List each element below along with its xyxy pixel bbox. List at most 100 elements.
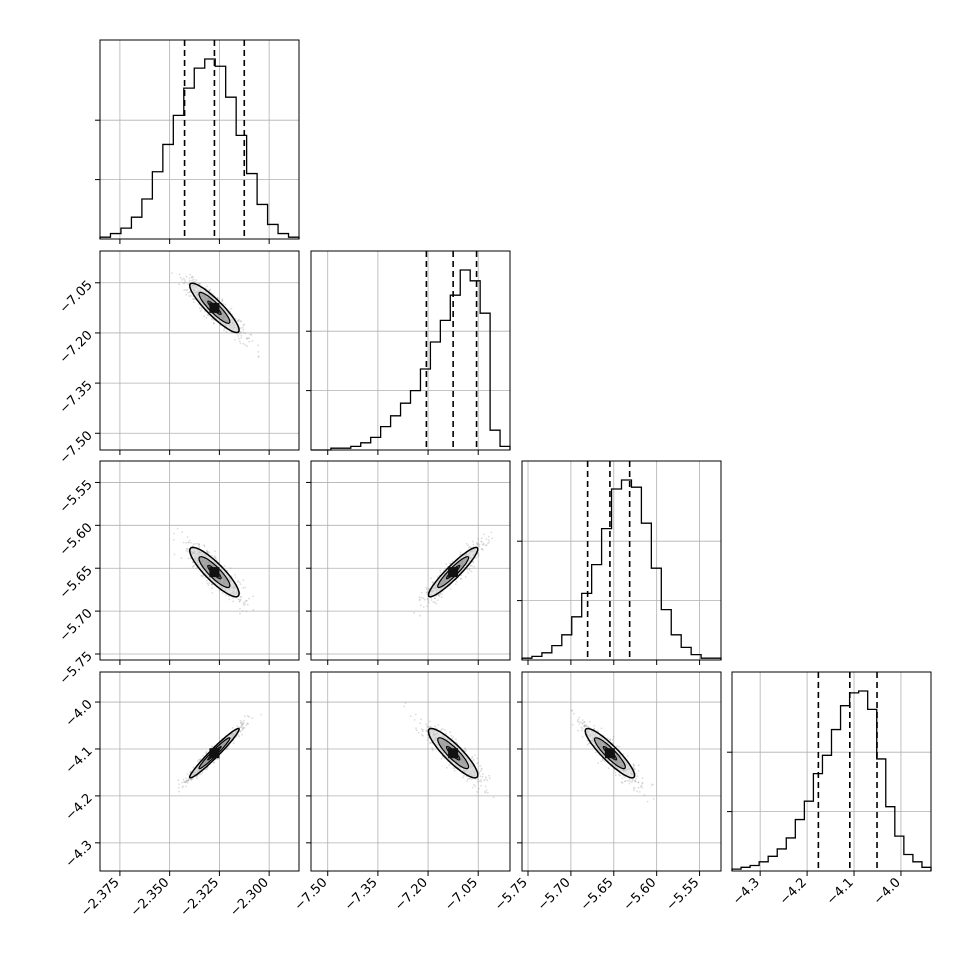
sample-point <box>652 798 655 800</box>
sample-point <box>192 766 195 769</box>
sample-point <box>473 783 475 786</box>
sample-point <box>242 602 245 605</box>
sample-point <box>479 775 482 778</box>
sample-point <box>487 535 490 538</box>
sample-point <box>178 783 180 786</box>
sample-point <box>635 777 637 780</box>
sample-point <box>188 541 190 544</box>
sample-point <box>571 723 574 726</box>
sample-point <box>468 567 471 570</box>
sample-point <box>241 723 244 725</box>
sample-point <box>487 542 489 545</box>
sample-point <box>185 781 187 783</box>
sample-point <box>600 760 602 763</box>
sample-point <box>437 594 440 596</box>
y-tick-label: −4.3 <box>63 838 96 871</box>
sample-point <box>637 781 640 784</box>
sample-point <box>409 715 412 718</box>
sample-point <box>480 537 483 539</box>
sample-point <box>225 330 228 333</box>
sample-point <box>417 731 420 734</box>
sample-point <box>635 772 637 775</box>
sample-point <box>242 326 244 329</box>
sample-point <box>210 318 213 321</box>
sample-point <box>403 705 406 708</box>
sample-point <box>593 725 596 727</box>
sample-point <box>473 566 475 568</box>
sample-point <box>176 527 179 530</box>
sample-point <box>428 720 431 723</box>
sample-point <box>216 297 219 299</box>
sample-point <box>469 564 472 567</box>
sample-point <box>189 771 192 774</box>
sample-point <box>209 288 212 291</box>
sample-point <box>470 757 473 760</box>
sample-point <box>204 768 207 771</box>
sample-point <box>467 778 469 780</box>
sample-point <box>234 576 237 579</box>
sample-point <box>183 282 186 285</box>
sample-point <box>181 786 184 789</box>
sample-point <box>481 543 484 546</box>
sample-point <box>491 537 493 540</box>
sample-point <box>413 611 415 614</box>
sample-point <box>241 728 244 731</box>
sample-point <box>619 774 622 777</box>
sample-point <box>242 723 245 725</box>
sample-point <box>652 783 654 786</box>
sample-point <box>238 581 241 584</box>
x-tick-label: −5.70 <box>535 875 574 914</box>
sample-point <box>252 608 255 611</box>
sample-point <box>240 721 242 724</box>
y-tick-label: −5.65 <box>57 563 96 602</box>
sample-point <box>580 721 583 724</box>
sample-point <box>448 763 451 766</box>
x-tick-label: −4.2 <box>777 875 810 908</box>
sample-point <box>185 293 188 296</box>
sample-point <box>241 733 244 736</box>
sample-point <box>187 550 189 553</box>
sample-point <box>426 593 429 595</box>
sample-point <box>178 790 180 793</box>
sample-point <box>240 596 243 598</box>
sample-point <box>467 571 469 574</box>
sample-point <box>186 779 189 782</box>
sample-point <box>581 723 584 725</box>
sample-point <box>439 571 442 574</box>
sample-point <box>238 735 241 738</box>
sample-point <box>478 543 481 546</box>
sample-point <box>195 279 198 281</box>
sample-point <box>426 605 429 607</box>
sample-point <box>471 564 473 567</box>
sample-point <box>429 742 431 744</box>
sample-point <box>244 715 246 718</box>
sample-point <box>232 600 235 603</box>
sample-point <box>185 777 187 779</box>
sample-point <box>204 576 207 579</box>
sample-point <box>638 791 641 793</box>
sample-point <box>226 569 229 572</box>
sample-point <box>634 780 637 783</box>
sample-point <box>627 779 629 782</box>
sample-point <box>577 729 579 732</box>
sample-point <box>192 278 195 281</box>
sample-point <box>201 575 204 578</box>
sample-point <box>621 781 624 784</box>
sample-point <box>239 596 242 598</box>
sample-point <box>242 331 245 334</box>
x-tick-label: −4.1 <box>824 875 857 908</box>
sample-point <box>581 736 584 738</box>
panel-2-2 <box>517 460 722 661</box>
sample-point <box>477 538 479 540</box>
sample-point <box>246 337 249 340</box>
sample-point <box>198 307 201 310</box>
sample-point <box>632 763 635 766</box>
panel-border <box>99 39 300 240</box>
density-peak <box>448 748 459 759</box>
sample-point <box>423 598 426 601</box>
panel-3-3 <box>727 671 932 872</box>
sample-point <box>221 592 224 594</box>
sample-point <box>239 332 242 334</box>
sample-point <box>427 587 430 590</box>
sample-point <box>212 322 215 325</box>
